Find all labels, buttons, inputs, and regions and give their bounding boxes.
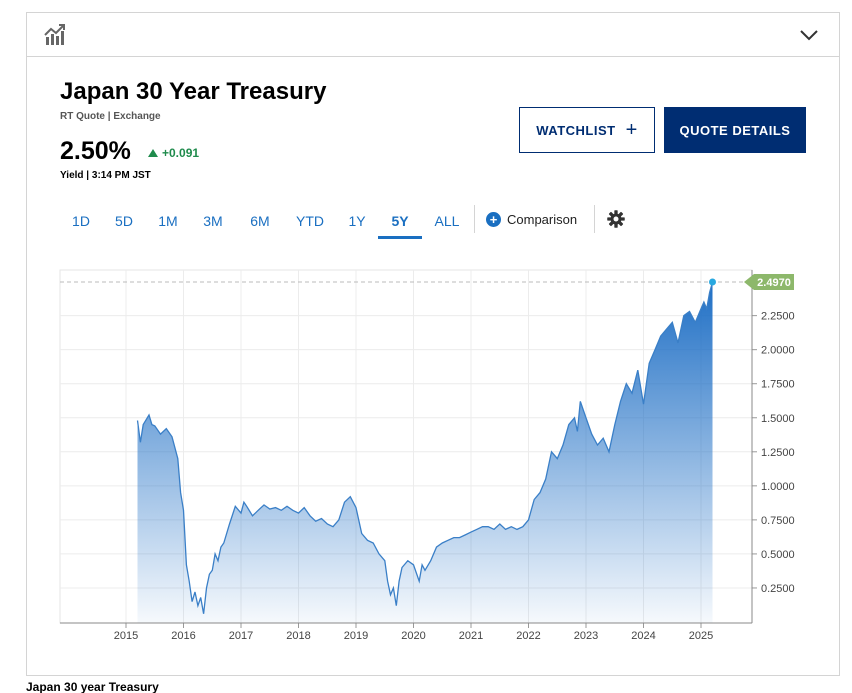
range-tab-5d[interactable]: 5D [115,213,133,229]
plus-icon: + [625,119,638,141]
quote-details-button[interactable]: QUOTE DETAILS [664,107,806,153]
range-tab-1d[interactable]: 1D [72,213,90,229]
quote-details-button-label: QUOTE DETAILS [679,122,791,138]
range-tab-1m[interactable]: 1M [158,213,178,229]
gear-icon[interactable] [606,209,626,229]
watchlist-button[interactable]: WATCHLIST + [519,107,655,153]
bar-chart-trend-icon[interactable] [43,23,67,47]
caption-text: Japan 30 year Treasury [26,680,159,693]
add-circle-icon: + [486,211,501,227]
toolbar-divider [474,205,475,233]
range-tab-ytd[interactable]: YTD [296,213,324,229]
up-arrow-icon [148,149,158,157]
last-price: 2.50% [60,137,131,165]
range-tab-all[interactable]: ALL [434,213,460,229]
comparison-button[interactable]: + Comparison [486,208,577,230]
watchlist-button-label: WATCHLIST [536,122,616,138]
chevron-down-icon[interactable] [799,25,819,45]
range-tab-5y[interactable]: 5Y [378,203,422,239]
quote-timestamp: Yield | 3:14 PM JST [60,170,151,181]
quote-source-label: RT Quote | Exchange [60,111,161,122]
price-change: +0.091 [148,146,199,160]
price-change-value: +0.091 [162,146,200,160]
widget-header [27,13,839,57]
time-range-selector: 1D 5D 1M 3M 6M YTD 1Y 5Y ALL [60,203,472,239]
instrument-title: Japan 30 Year Treasury [60,78,327,105]
range-tab-6m[interactable]: 6M [250,213,270,229]
range-tab-1y[interactable]: 1Y [348,213,366,229]
comparison-label: Comparison [507,211,578,227]
range-tab-3m[interactable]: 3M [203,213,223,229]
toolbar-divider [594,205,595,233]
